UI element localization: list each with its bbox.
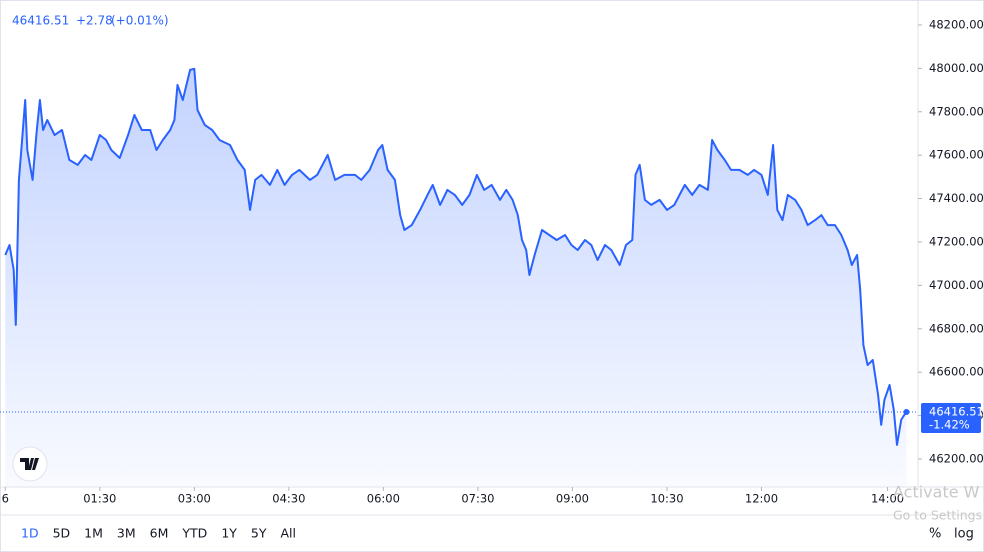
y-tick-label: 47400.00 <box>929 191 984 205</box>
header: 46416.51 +2.78 (+0.01%) <box>12 14 169 28</box>
change-pct: (+0.01%) <box>111 14 169 28</box>
range-button[interactable]: All <box>281 526 297 541</box>
range-button[interactable]: 1Y <box>221 526 237 541</box>
x-tick-label: 09:00 <box>556 492 589 506</box>
y-tick-label: 47800.00 <box>929 104 984 118</box>
scale-button[interactable]: log <box>954 527 974 542</box>
x-tick-label: 01:30 <box>83 492 116 506</box>
watermark: Activate W <box>893 483 980 502</box>
x-tick-label: 04:30 <box>272 492 305 506</box>
x-tick-label: 6 <box>2 492 9 506</box>
x-tick-label: 12:00 <box>745 492 778 506</box>
y-tick-label: 48000.00 <box>929 61 984 75</box>
y-tick-label: 46600.00 <box>929 365 984 379</box>
y-tick-label: 47000.00 <box>929 278 984 292</box>
y-tick-label: 47600.00 <box>929 148 984 162</box>
area-fill <box>5 68 907 487</box>
change: +2.78 <box>76 14 113 28</box>
x-tick-label: 10:30 <box>650 492 683 506</box>
tv-logo <box>12 446 48 482</box>
range-button[interactable]: 1D <box>21 526 39 541</box>
range-button[interactable]: 1M <box>84 526 103 541</box>
last-value: 46416.51 <box>12 14 69 28</box>
x-tick-label: 03:00 <box>178 492 211 506</box>
price-tag-change: -1.42% <box>929 418 970 432</box>
y-tick-label: 46200.00 <box>929 452 984 466</box>
price-line <box>4 67 908 446</box>
x-tick-label: 06:00 <box>367 492 400 506</box>
scale-button[interactable]: % <box>929 527 941 542</box>
last-point <box>903 409 910 416</box>
watermark: Go to Settings <box>893 508 982 523</box>
y-tick-label: 48200.00 <box>929 17 984 31</box>
x-tick-label: 14:00 <box>871 492 904 506</box>
range-button[interactable]: 3M <box>117 526 136 541</box>
y-tick-label: 47200.00 <box>929 234 984 248</box>
range-button[interactable]: YTD <box>181 526 207 541</box>
plot-area <box>0 67 918 487</box>
price-tag <box>921 403 981 434</box>
range-button[interactable]: 6M <box>150 526 169 541</box>
range-button[interactable]: 5Y <box>251 526 267 541</box>
range-button[interactable]: 5D <box>53 526 71 541</box>
x-tick-label: 07:30 <box>461 492 494 506</box>
price-tag-value: 46416.51 <box>929 405 984 419</box>
y-tick-label: 46800.00 <box>929 321 984 335</box>
